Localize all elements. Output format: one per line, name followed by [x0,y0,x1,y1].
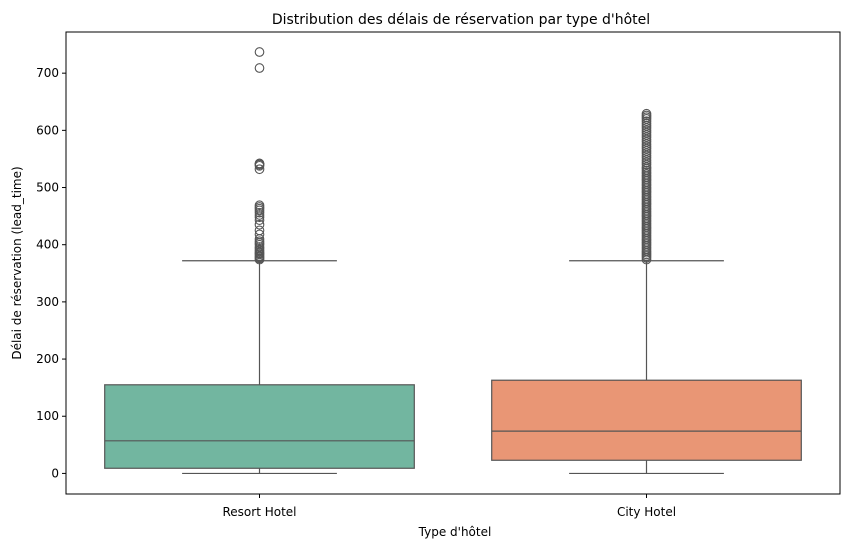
outlier-point [641,108,652,119]
y-tick-label: 100 [36,409,59,423]
chart-title: Distribution des délais de réservation p… [272,12,650,28]
y-tick-label: 300 [36,295,59,309]
outlier-point [254,215,265,225]
x-axis-label: Type d'hôtel [418,525,492,539]
y-tick-label: 200 [36,352,59,366]
outlier-point [254,242,265,252]
y-tick-label: 700 [36,66,59,80]
plot-frame [65,31,841,495]
y-tick-label: 500 [36,181,59,195]
outlier-point [254,200,265,211]
box-city-hotel [491,379,802,461]
y-tick-label: 400 [36,238,59,252]
outlier-point [641,116,652,127]
outlier-point [254,207,265,218]
outlier-point [254,47,265,57]
x-tick-label: Resort Hotel [222,505,296,519]
x-tick-label: City Hotel [617,505,676,519]
outlier-point [254,236,265,247]
outlier-point [254,219,265,230]
outlier-point [254,229,265,240]
outlier-point [254,164,265,175]
plot-area: 0 100 200 300 400 500 600 700 Resort Hotel City H… [36,47,802,519]
y-tick-label: 600 [36,123,59,137]
outlier-point [254,210,265,220]
outlier-point [254,225,265,236]
y-tick-label: 0 [51,466,59,480]
y-axis-label: Délai de réservation (lead_time) [10,166,24,359]
outlier-point [254,158,265,169]
outlier-point [254,63,265,73]
outlier-point [641,118,652,129]
box-resort-hotel [104,384,415,469]
